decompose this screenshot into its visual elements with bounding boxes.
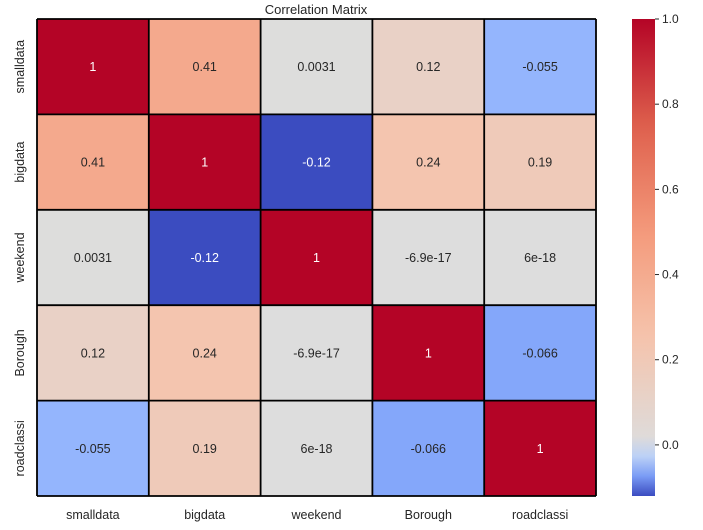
cell-annotation: 0.12 xyxy=(416,60,440,74)
heatmap-cells xyxy=(37,19,596,496)
y-tick-label: roadclassi xyxy=(13,420,27,476)
heatmap-cell xyxy=(148,114,261,210)
heatmap-cell xyxy=(372,114,485,210)
x-tick-label: bigdata xyxy=(184,508,225,522)
cell-annotation: 0.41 xyxy=(193,60,217,74)
cell-annotation: 0.12 xyxy=(81,346,105,360)
heatmap-cell xyxy=(37,209,149,306)
cell-annotation: -0.12 xyxy=(302,156,331,170)
heatmap-cell xyxy=(148,305,261,401)
x-tick-label: smalldata xyxy=(66,508,120,522)
heatmap-cell xyxy=(372,305,485,401)
x-tick-label: roadclassi xyxy=(512,508,568,522)
y-axis-tick-labels: smalldata bigdata weekend Borough roadclassi xyxy=(13,40,27,477)
heatmap-cell xyxy=(37,19,149,115)
heatmap-cell xyxy=(37,114,149,210)
heatmap-cell xyxy=(372,400,485,496)
cell-annotation: -6.9e-17 xyxy=(293,346,340,360)
cell-annotation: 0.0031 xyxy=(297,60,335,74)
cell-annotation: 0.0031 xyxy=(74,251,112,265)
heatmap-cell xyxy=(484,305,596,401)
cell-annotation: -0.12 xyxy=(190,251,219,265)
colorbar-tick-label: 0.2 xyxy=(662,353,679,367)
cell-annotation: -0.055 xyxy=(75,442,110,456)
heatmap-cell xyxy=(484,209,596,306)
y-tick-label: Borough xyxy=(13,329,27,376)
cell-annotation: 0.19 xyxy=(528,156,552,170)
cell-annotation: 1 xyxy=(201,156,208,170)
heatmap-cell xyxy=(260,19,373,115)
heatmap-cell xyxy=(260,400,373,496)
heatmap-cell xyxy=(260,209,373,306)
heatmap-cell xyxy=(148,209,261,306)
colorbar-tick-label: 0.0 xyxy=(662,438,679,452)
x-tick-label: weekend xyxy=(290,508,341,522)
colorbar: 0.0 0.2 0.4 0.6 0.8 1.0 xyxy=(632,12,679,496)
cell-annotation: 1 xyxy=(425,346,432,360)
x-axis-tick-labels: smalldata bigdata weekend Borough roadclassi xyxy=(66,508,568,522)
cell-annotation: 6e-18 xyxy=(524,251,556,265)
cell-annotation: 0.41 xyxy=(81,156,105,170)
cell-annotation: 1 xyxy=(313,251,320,265)
cell-annotation: -0.066 xyxy=(411,442,446,456)
heatmap-cell xyxy=(37,305,149,401)
chart-title: Correlation Matrix xyxy=(265,2,368,17)
heatmap-cell xyxy=(37,400,149,496)
colorbar-gradient xyxy=(632,19,655,496)
heatmap-cell xyxy=(372,209,485,306)
cell-annotation: 0.24 xyxy=(416,156,440,170)
y-tick-label: smalldata xyxy=(13,40,27,94)
heatmap-cell-borders xyxy=(36,18,597,497)
colorbar-tick-label: 0.6 xyxy=(662,182,679,196)
colorbar-tick-label: 0.8 xyxy=(662,97,679,111)
heatmap-cell xyxy=(484,400,596,496)
heatmap-cell xyxy=(260,114,373,210)
y-tick-label: bigdata xyxy=(13,142,27,183)
cell-annotation: -0.055 xyxy=(522,60,557,74)
heatmap-cell xyxy=(148,400,261,496)
cell-annotation: 6e-18 xyxy=(301,442,333,456)
heatmap-cell xyxy=(148,19,261,115)
heatmap-annotations: 1 0.41 0.0031 0.12 -0.055 0.41 1 -0.12 0.24 0.19 0… xyxy=(74,60,558,456)
colorbar-tick-label: 1.0 xyxy=(662,12,679,26)
heatmap-cell xyxy=(260,305,373,401)
y-tick-label: weekend xyxy=(13,232,27,283)
x-tick-label: Borough xyxy=(405,508,452,522)
cell-annotation: 1 xyxy=(89,60,96,74)
colorbar-tick-label: 0.4 xyxy=(662,268,679,282)
cell-annotation: 0.19 xyxy=(193,442,217,456)
cell-annotation: 1 xyxy=(537,442,544,456)
heatmap-cell xyxy=(372,19,485,115)
cell-annotation: -6.9e-17 xyxy=(405,251,452,265)
heatmap-cell xyxy=(484,114,596,210)
cell-annotation: -0.066 xyxy=(522,346,557,360)
cell-annotation: 0.24 xyxy=(193,346,217,360)
heatmap-cell xyxy=(484,19,596,115)
